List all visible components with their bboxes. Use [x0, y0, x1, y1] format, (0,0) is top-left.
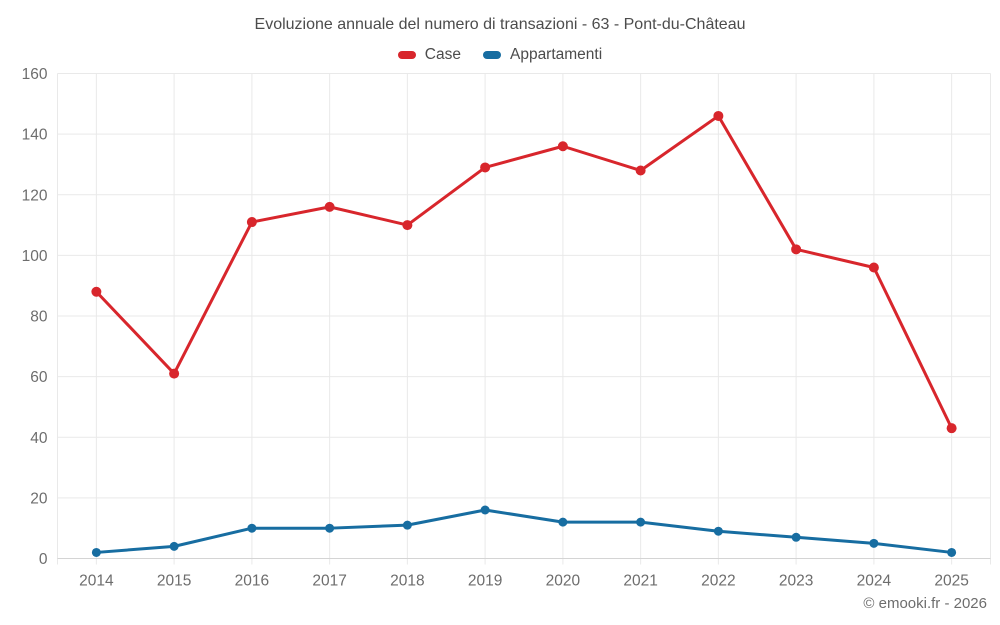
data-point-case-2020[interactable] — [557, 141, 568, 152]
legend-label: Appartamenti — [509, 46, 603, 63]
chart-title: Evoluzione annuale del numero di transaz… — [254, 16, 746, 33]
legend-swatch-icon — [397, 51, 416, 59]
data-point-case-2024[interactable] — [868, 262, 879, 273]
x-axis-tick-label: 2021 — [623, 573, 657, 590]
data-point-case-2019[interactable] — [480, 162, 491, 173]
y-axis-tick-label: 160 — [22, 66, 48, 83]
data-point-appartamenti-2016[interactable] — [247, 523, 257, 533]
y-axis-tick-label: 120 — [22, 187, 48, 204]
x-axis-tick-label: 2018 — [390, 573, 424, 590]
x-axis-tick-label: 2023 — [779, 573, 813, 590]
data-point-appartamenti-2024[interactable] — [869, 538, 879, 548]
data-point-appartamenti-2014[interactable] — [91, 547, 101, 557]
legend-swatch-icon — [482, 51, 501, 59]
x-axis-tick-label: 2016 — [235, 573, 269, 590]
y-axis-tick-label: 40 — [30, 430, 48, 447]
data-point-appartamenti-2018[interactable] — [402, 520, 412, 530]
x-axis-tick-label: 2014 — [79, 573, 114, 590]
data-point-case-2018[interactable] — [402, 220, 413, 231]
data-point-appartamenti-2022[interactable] — [713, 526, 723, 536]
legend-item-appartamenti[interactable]: Appartamenti — [482, 46, 603, 64]
data-point-case-2023[interactable] — [791, 244, 802, 255]
legend-item-case[interactable]: Case — [397, 46, 461, 64]
x-axis-tick-label: 2015 — [157, 573, 191, 590]
x-axis-tick-label: 2017 — [312, 573, 346, 590]
data-point-appartamenti-2025[interactable] — [947, 547, 957, 557]
x-axis-tick-label: 2019 — [468, 573, 502, 590]
data-point-case-2017[interactable] — [324, 201, 335, 212]
data-point-case-2015[interactable] — [169, 368, 180, 379]
data-point-appartamenti-2019[interactable] — [480, 505, 490, 515]
data-point-appartamenti-2021[interactable] — [636, 517, 646, 527]
data-point-case-2022[interactable] — [713, 110, 724, 121]
series-line-case — [94, 114, 954, 430]
data-point-case-2025[interactable] — [946, 423, 957, 434]
y-axis-tick-label: 140 — [22, 127, 48, 144]
footer-credit: © emooki.fr - 2026 — [863, 595, 987, 612]
series-line-appartamenti — [94, 508, 954, 554]
x-axis-tick-label: 2020 — [546, 573, 581, 590]
x-axis-tick-label: 2024 — [857, 573, 892, 590]
y-axis-tick-label: 20 — [30, 490, 48, 507]
data-point-appartamenti-2017[interactable] — [325, 523, 335, 533]
data-point-appartamenti-2023[interactable] — [791, 532, 801, 542]
x-axis-tick-label: 2025 — [934, 573, 968, 590]
y-axis-tick-label: 60 — [30, 369, 48, 386]
data-point-case-2014[interactable] — [91, 286, 102, 297]
data-point-appartamenti-2015[interactable] — [169, 541, 179, 551]
legend-label: Case — [424, 46, 461, 63]
y-axis-tick-label: 80 — [30, 309, 48, 326]
x-axis-tick-label: 2022 — [701, 573, 735, 590]
y-axis-tick-label: 0 — [39, 551, 48, 568]
data-point-appartamenti-2020[interactable] — [558, 517, 568, 527]
data-point-case-2016[interactable] — [246, 217, 257, 228]
y-axis-tick-label: 100 — [22, 248, 48, 265]
legend: Case Appartamenti — [0, 46, 1000, 64]
data-point-case-2021[interactable] — [635, 165, 646, 176]
